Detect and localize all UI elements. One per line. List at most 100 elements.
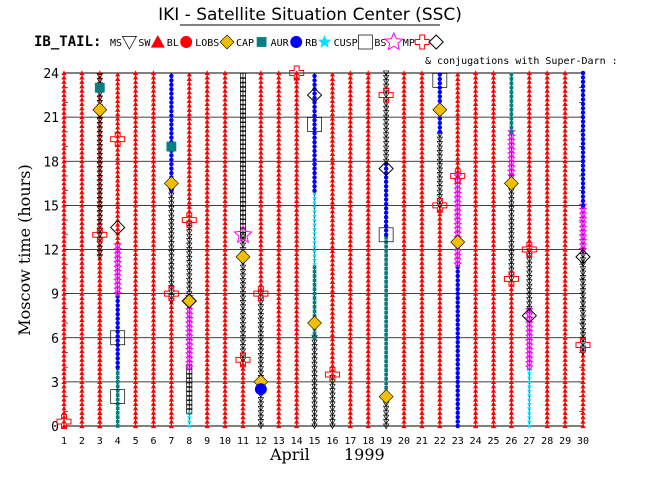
data-point-sw — [580, 396, 586, 402]
data-point-sw — [562, 163, 568, 168]
data-point-cap — [509, 94, 514, 99]
data-point-cusp — [240, 112, 246, 119]
data-point-sw — [401, 410, 407, 415]
data-point-sw — [61, 401, 67, 407]
data-point-sw — [204, 83, 210, 89]
data-point-sw — [132, 198, 139, 204]
data-point-cap — [312, 269, 317, 274]
data-point-sw — [473, 277, 479, 283]
data-point-sw — [294, 132, 300, 137]
data-point-sw — [437, 392, 443, 398]
data-point-sw — [294, 180, 300, 186]
data-point-sw — [61, 136, 67, 142]
data-point-sw — [419, 136, 425, 142]
data-point-sw — [473, 330, 479, 336]
data-point-sw — [204, 357, 210, 362]
data-point-sw — [61, 405, 67, 411]
data-point-sw — [365, 326, 371, 332]
data-point-sw — [276, 123, 282, 129]
data-point-sw — [168, 321, 174, 327]
data-point-sw — [132, 317, 139, 323]
data-point-cap — [384, 337, 388, 342]
data-point-sw — [258, 123, 264, 129]
data-point-sw — [115, 71, 121, 77]
data-point-sw — [347, 410, 353, 415]
data-point-sw — [437, 343, 443, 349]
data-point-aur — [312, 117, 317, 123]
data-point-aur — [115, 312, 120, 317]
data-point-cusp — [240, 95, 246, 101]
data-point-sw — [544, 145, 550, 151]
data-point-sw — [437, 388, 443, 393]
data-point-aur — [437, 125, 443, 130]
data-point-sw — [79, 366, 85, 371]
data-point-sw — [526, 88, 532, 93]
data-point-sw — [79, 216, 85, 221]
data-point-sw — [508, 423, 515, 429]
data-point-sw — [258, 176, 264, 181]
data-point-sw — [115, 199, 121, 205]
data-point-sw — [347, 246, 353, 252]
data-point-sw — [419, 198, 425, 204]
data-point-sw — [204, 158, 210, 164]
data-point-sw — [276, 374, 282, 380]
data-point-sw — [132, 211, 139, 217]
data-point-sw — [276, 396, 282, 402]
data-point-sw — [544, 299, 550, 305]
data-point-sw — [258, 238, 264, 243]
data-point-sw — [329, 146, 336, 152]
data-point-sw — [437, 383, 443, 389]
data-point-sw — [437, 308, 443, 314]
data-point-sw — [401, 207, 407, 212]
data-point-aur — [455, 304, 460, 310]
data-point-aur — [169, 82, 174, 87]
data-point-sw — [79, 268, 85, 274]
data-point-sw — [150, 83, 157, 89]
data-point-sw — [276, 366, 282, 371]
data-point-cusp — [240, 134, 246, 141]
data-point-sw — [61, 423, 67, 429]
data-point-sw — [258, 171, 264, 177]
data-point-sw — [419, 291, 425, 296]
data-point-aur — [580, 194, 586, 199]
data-point-sw — [186, 199, 192, 205]
data-point-sw — [132, 70, 139, 76]
legend-item-sw: SW — [138, 35, 165, 49]
data-point-sw — [419, 251, 425, 256]
data-point-sw — [329, 327, 336, 333]
data-point-sw — [437, 352, 443, 358]
data-point-sw — [150, 154, 157, 159]
data-point-sw — [132, 176, 139, 181]
data-point-sw — [132, 233, 139, 239]
data-point-sw — [526, 229, 532, 234]
data-point-sw — [562, 392, 568, 398]
data-point-sw — [222, 220, 228, 226]
data-point-sw — [294, 396, 300, 402]
data-point-aur — [580, 101, 586, 107]
data-point-rb — [526, 396, 532, 402]
data-point-sw — [294, 141, 300, 146]
data-point-cusp — [240, 99, 246, 106]
data-point-sw — [294, 357, 300, 362]
data-point-sw — [544, 238, 550, 243]
data-point-sw — [258, 242, 264, 248]
data-point-sw — [294, 392, 300, 398]
data-point-sw — [79, 229, 85, 234]
data-point-sw — [61, 326, 67, 332]
data-point-sw — [329, 266, 336, 271]
data-point-sw — [365, 370, 371, 376]
data-point-sw — [473, 405, 479, 411]
data-point-sw — [490, 211, 497, 217]
data-point-sw — [150, 260, 157, 265]
data-point-sw — [473, 189, 479, 195]
data-point-sw — [132, 101, 139, 106]
data-point-sw — [204, 370, 210, 376]
data-point-sw — [222, 118, 228, 124]
data-point-sw — [347, 154, 353, 159]
data-point-sw — [455, 85, 461, 90]
data-point-sw — [258, 207, 264, 212]
data-point-sw — [473, 224, 479, 230]
data-point-sw — [526, 79, 532, 84]
data-point-sw — [132, 352, 139, 358]
event-marker-cusp — [110, 330, 126, 346]
